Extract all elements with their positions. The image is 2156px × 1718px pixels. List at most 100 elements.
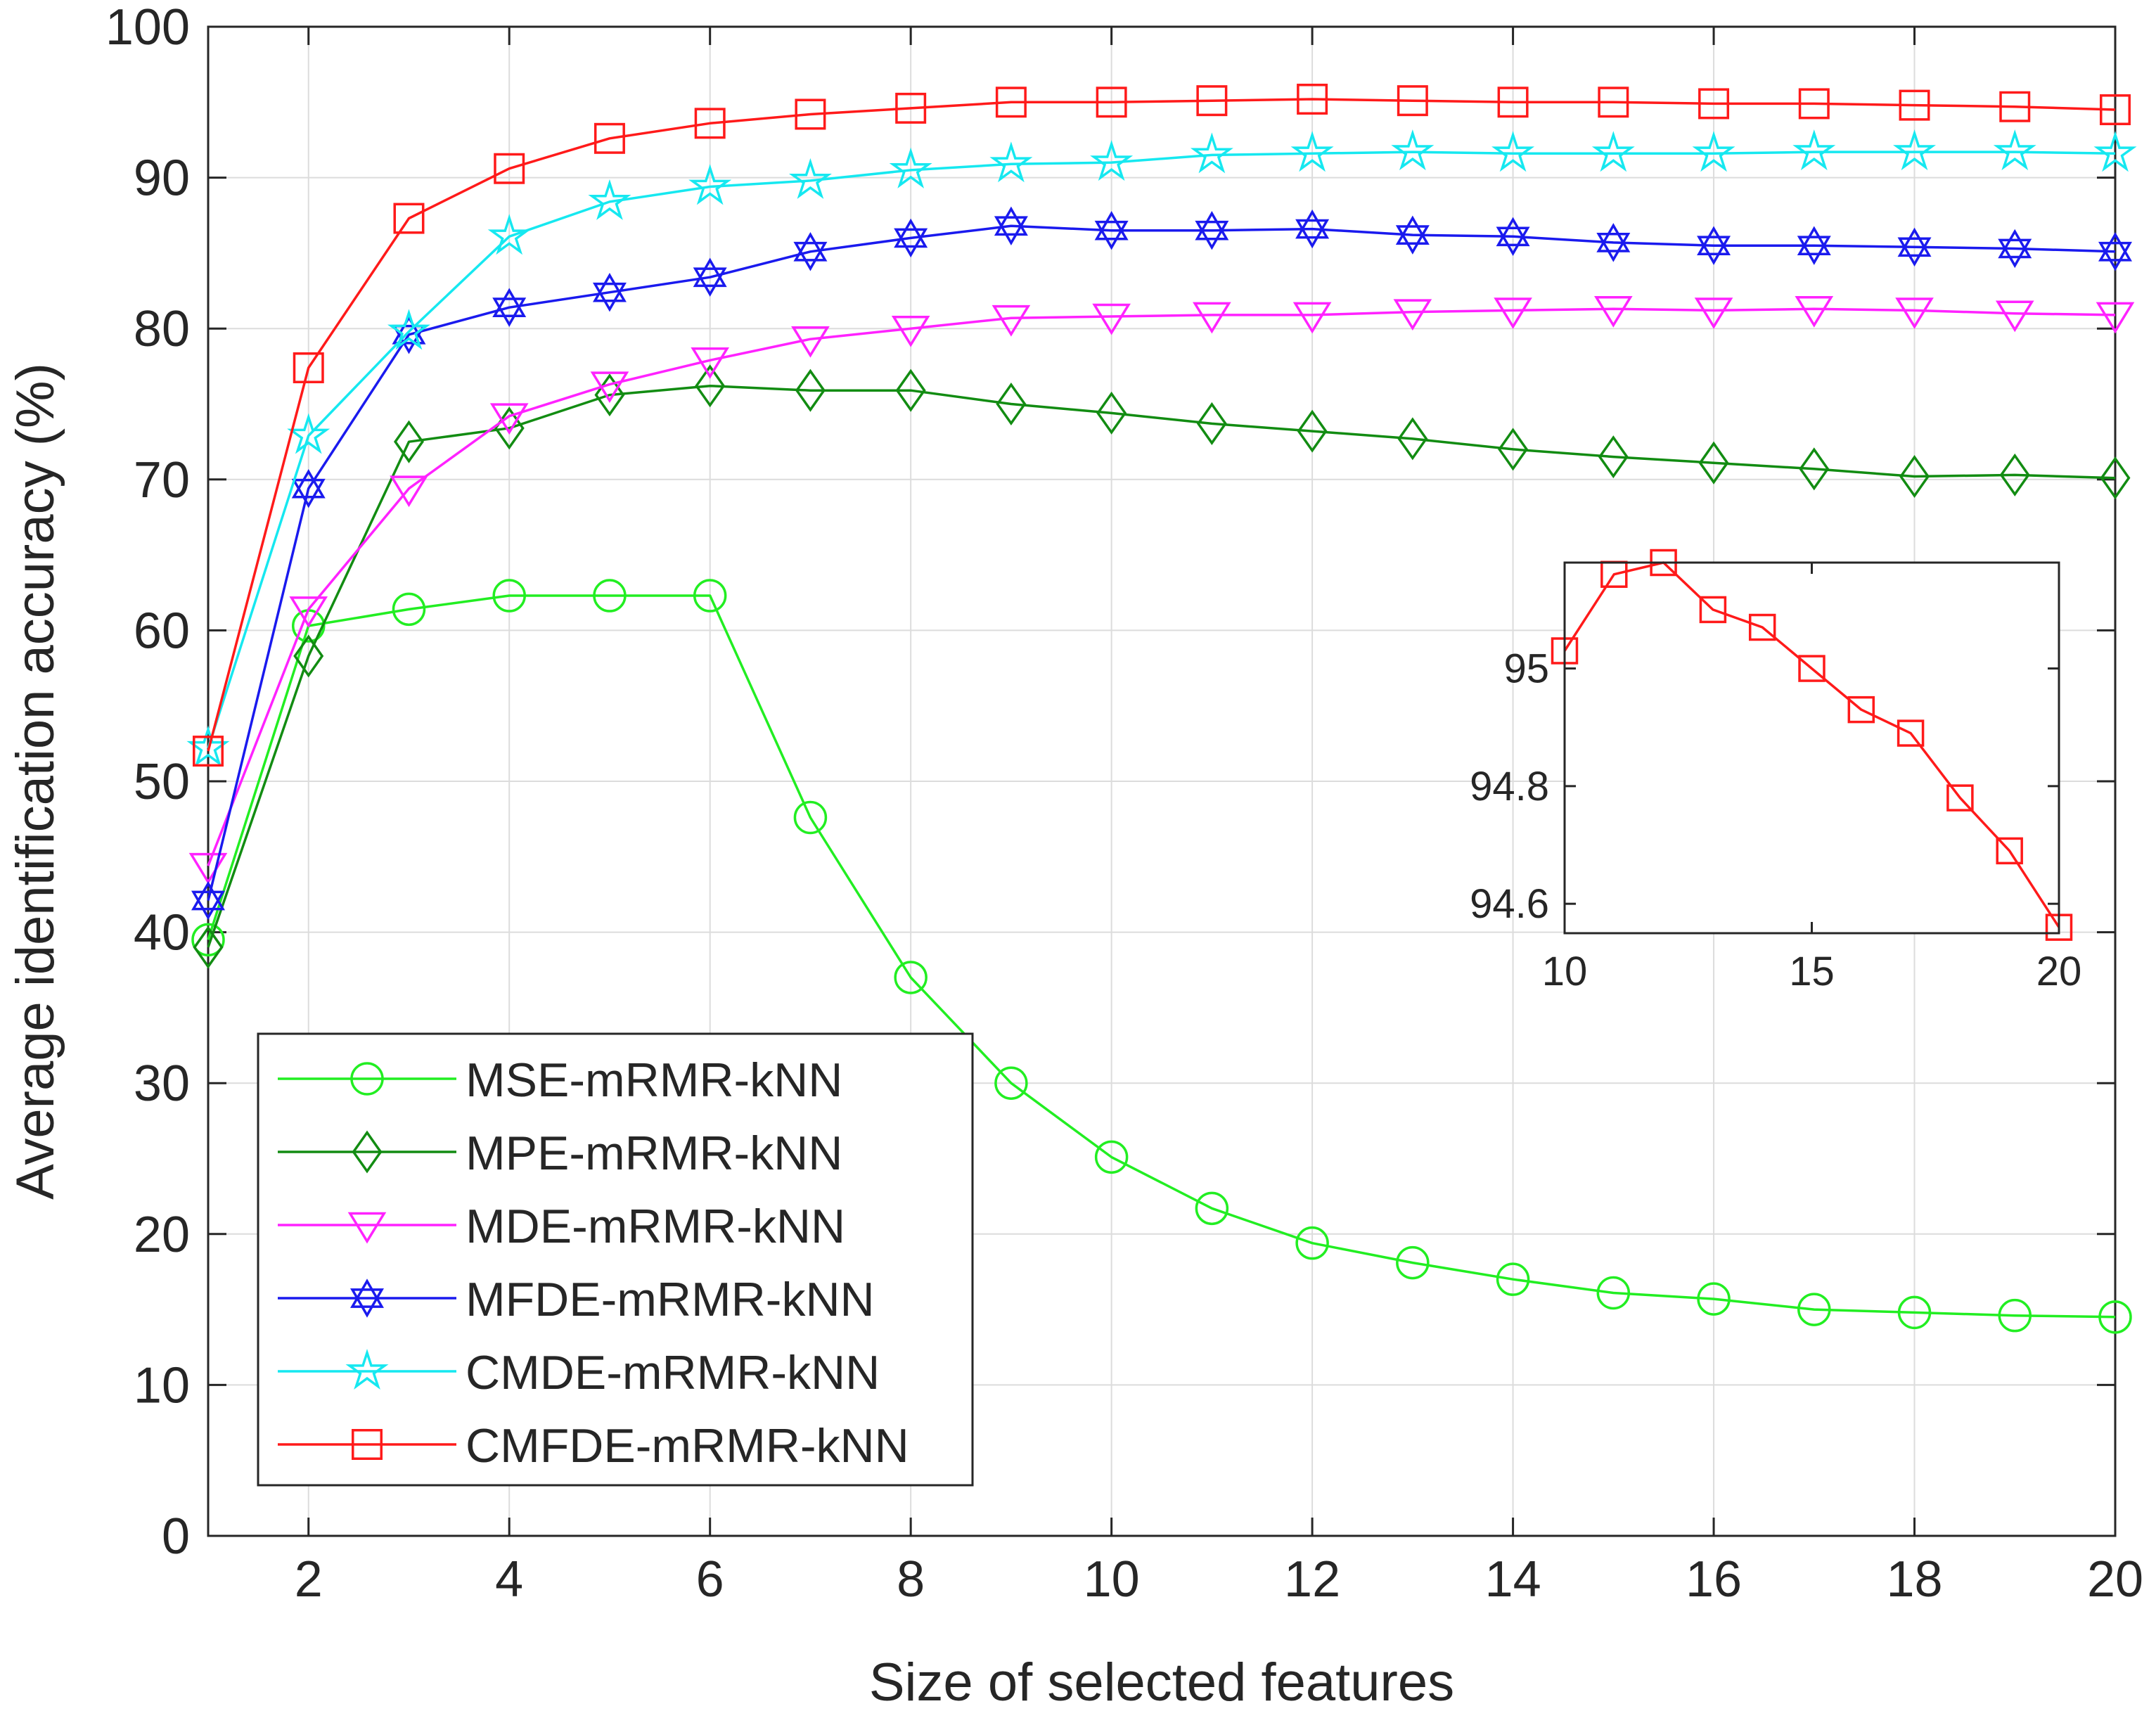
y-tick-label: 30: [134, 1056, 190, 1112]
data-point-mse-mrmr-knn: [894, 961, 928, 994]
data-point-mse-mrmr-knn: [1396, 1245, 1430, 1280]
data-point-mse-mrmr-knn: [1596, 1276, 1631, 1310]
inset-data-point: [1748, 613, 1776, 641]
data-point-mde-mrmr-knn: [1092, 303, 1131, 335]
data-point-mse-mrmr-knn: [492, 579, 526, 613]
data-point-mfde-mrmr-knn: [2098, 232, 2132, 271]
data-point-mde-mrmr-knn: [691, 347, 730, 379]
inset-series-cmfde-mrmr-knn: [1551, 549, 2073, 941]
data-point-mfde-mrmr-knn: [894, 218, 928, 258]
legend-label: MSE-mRMR-kNN: [466, 1053, 842, 1107]
data-point-mde-mrmr-knn: [1694, 297, 1733, 329]
data-point-cmde-mrmr-knn: [487, 214, 531, 255]
data-point-cmfde-mrmr-knn: [1698, 88, 1730, 120]
legend-marker-mfde-mrmr-knn: [350, 1278, 384, 1318]
data-point-mpe-mrmr-knn: [1096, 391, 1127, 435]
data-point-mde-mrmr-knn: [1393, 299, 1432, 331]
y-tick-label: 80: [134, 301, 190, 357]
data-point-cmde-mrmr-knn: [1290, 131, 1334, 172]
data-point-mse-mrmr-knn: [1897, 1295, 1932, 1330]
series-mse-mrmr-knn: [191, 579, 2132, 1334]
legend-marker-mde-mrmr-knn: [347, 1212, 387, 1244]
legend-marker-cmfde-mrmr-knn: [352, 1429, 383, 1460]
data-point-cmde-mrmr-knn: [1090, 140, 1134, 181]
data-point-cmfde-mrmr-knn: [1798, 88, 1830, 120]
y-axis-label: Average identification accuracy (%): [6, 363, 65, 1200]
inset-data-point: [1699, 596, 1727, 624]
data-point-mse-mrmr-knn: [191, 923, 225, 957]
data-point-cmfde-mrmr-knn: [494, 153, 525, 184]
inset-axis-ticks: 10 15 20 94.6 94.8 95: [1470, 563, 2081, 994]
legend-marker-cmde-mrmr-knn: [345, 1348, 389, 1390]
data-point-cmfde-mrmr-knn: [995, 86, 1027, 118]
data-point-mfde-mrmr-knn: [1295, 209, 1330, 249]
data-point-mfde-mrmr-knn: [191, 880, 225, 921]
data-point-mpe-mrmr-knn: [1297, 409, 1328, 453]
data-point-mpe-mrmr-knn: [795, 368, 826, 412]
x-tick-label: 18: [1886, 1551, 1942, 1608]
data-point-cmfde-mrmr-knn: [1196, 85, 1228, 117]
data-point-mde-mrmr-knn: [1895, 297, 1934, 329]
data-point-mfde-mrmr-knn: [1998, 229, 2032, 269]
legend-label: MDE-mRMR-kNN: [466, 1200, 845, 1253]
legend-item-mfde-mrmr-knn: MFDE-mRMR-kNN: [278, 1273, 875, 1326]
x-tick-label: 4: [495, 1551, 523, 1608]
data-point-mde-mrmr-knn: [489, 403, 529, 435]
data-point-cmde-mrmr-knn: [989, 141, 1033, 183]
legend-marker-mse-mrmr-knn: [350, 1062, 384, 1096]
x-tick-label: 20: [2087, 1551, 2143, 1608]
data-point-cmde-mrmr-knn: [1491, 131, 1535, 172]
series-mpe-mrmr-knn: [193, 364, 2131, 969]
data-point-cmde-mrmr-knn: [2093, 131, 2137, 172]
data-point-cmfde-mrmr-knn: [1397, 85, 1428, 117]
series-line-mde-mrmr-knn: [207, 307, 2116, 866]
inset-chart: 10 15 20 94.6 94.8 95: [1470, 549, 2081, 994]
legend-item-cmde-mrmr-knn: CMDE-mRMR-kNN: [278, 1346, 880, 1399]
data-point-mde-mrmr-knn: [1292, 302, 1332, 334]
legend-label: CMDE-mRMR-kNN: [466, 1346, 880, 1399]
inset-x-tick-label: 20: [2036, 949, 2082, 994]
data-point-cmde-mrmr-knn: [1190, 132, 1233, 174]
inset-data-point: [1847, 695, 1875, 724]
data-point-mse-mrmr-knn: [1797, 1293, 1831, 1326]
data-point-mde-mrmr-knn: [1494, 297, 1532, 329]
data-point-cmfde-mrmr-knn: [1297, 84, 1328, 115]
data-point-cmfde-mrmr-knn: [895, 92, 927, 124]
legend-label: MPE-mRMR-kNN: [466, 1127, 842, 1180]
data-point-mse-mrmr-knn: [1496, 1262, 1530, 1296]
data-point-mfde-mrmr-knn: [793, 232, 828, 271]
x-tick-label: 8: [897, 1551, 925, 1608]
data-point-cmde-mrmr-knn: [1792, 129, 1836, 171]
data-point-cmde-mrmr-knn: [1591, 131, 1635, 172]
data-point-mpe-mrmr-knn: [895, 368, 926, 412]
data-point-cmfde-mrmr-knn: [795, 98, 826, 130]
inset-data-point: [1897, 719, 1925, 747]
data-point-mse-mrmr-knn: [392, 592, 426, 627]
legend-item-cmfde-mrmr-knn: CMFDE-mRMR-kNN: [278, 1419, 909, 1473]
y-tick-label: 40: [134, 905, 190, 961]
data-point-mse-mrmr-knn: [1195, 1191, 1229, 1226]
data-point-mpe-mrmr-knn: [1999, 453, 2030, 496]
data-point-cmfde-mrmr-knn: [393, 203, 425, 234]
inset-data-point: [1946, 784, 1974, 812]
main-axis-ticks: 2 4 6 8 10 12 14 16 18 20 0 10 20 30 40 50 60 70 80 90 100: [105, 0, 2143, 1608]
data-point-cmde-mrmr-knn: [1993, 129, 2036, 171]
inset-y-tick-label: 94.8: [1470, 764, 1549, 809]
data-point-mse-mrmr-knn: [593, 579, 627, 613]
data-point-cmfde-mrmr-knn: [593, 122, 625, 154]
y-tick-label: 70: [134, 452, 190, 508]
data-point-mfde-mrmr-knn: [1897, 227, 1932, 267]
data-point-mpe-mrmr-knn: [996, 382, 1027, 426]
series-line-cmfde-mrmr-knn: [207, 98, 2116, 752]
data-point-cmfde-mrmr-knn: [193, 736, 224, 767]
legend-box: [257, 1032, 974, 1487]
y-tick-label: 100: [105, 0, 190, 56]
y-tick-label: 10: [134, 1357, 190, 1413]
data-point-mse-mrmr-knn: [1697, 1282, 1731, 1316]
data-point-cmfde-mrmr-knn: [1899, 89, 1930, 121]
inset-data-point: [1996, 837, 2023, 865]
x-axis-label: Size of selected features: [869, 1653, 1454, 1712]
data-point-mse-mrmr-knn: [693, 579, 727, 613]
data-point-mfde-mrmr-knn: [592, 272, 627, 312]
